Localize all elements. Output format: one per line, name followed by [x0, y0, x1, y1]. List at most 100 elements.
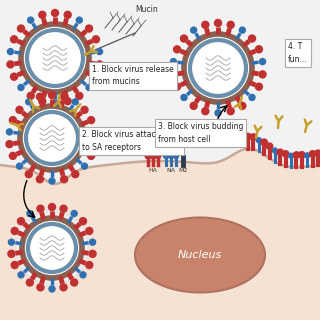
Circle shape: [26, 99, 32, 105]
Circle shape: [8, 239, 14, 245]
Circle shape: [283, 151, 289, 157]
Text: HA: HA: [148, 168, 157, 173]
Circle shape: [86, 84, 92, 91]
Text: M2: M2: [178, 168, 188, 173]
Circle shape: [202, 108, 209, 115]
Circle shape: [170, 71, 177, 78]
Circle shape: [255, 83, 262, 90]
Circle shape: [299, 152, 305, 158]
Circle shape: [80, 272, 86, 278]
Circle shape: [64, 98, 71, 105]
Circle shape: [49, 204, 55, 211]
Circle shape: [214, 20, 221, 27]
Circle shape: [261, 139, 267, 146]
Circle shape: [173, 46, 180, 53]
Circle shape: [36, 176, 44, 183]
Circle shape: [173, 83, 180, 90]
Circle shape: [18, 84, 24, 91]
Circle shape: [277, 149, 284, 156]
Circle shape: [227, 21, 234, 28]
Circle shape: [97, 49, 102, 55]
Circle shape: [37, 284, 44, 291]
Text: NA: NA: [166, 168, 175, 173]
Circle shape: [164, 154, 169, 158]
Circle shape: [9, 152, 16, 159]
Text: Mucin: Mucin: [135, 5, 158, 14]
Circle shape: [60, 176, 68, 183]
Circle shape: [155, 153, 161, 159]
Circle shape: [259, 71, 266, 78]
Circle shape: [289, 153, 293, 158]
Circle shape: [92, 73, 100, 80]
Circle shape: [72, 171, 79, 178]
Circle shape: [169, 154, 173, 158]
Circle shape: [260, 59, 266, 65]
Circle shape: [88, 152, 95, 159]
Circle shape: [82, 163, 87, 169]
Circle shape: [27, 92, 34, 99]
Circle shape: [173, 154, 179, 158]
Circle shape: [6, 140, 13, 148]
Circle shape: [18, 272, 24, 278]
Circle shape: [26, 222, 78, 274]
Text: 4. T
fun…: 4. T fun…: [288, 42, 308, 63]
Circle shape: [11, 36, 18, 43]
Circle shape: [37, 205, 44, 212]
Circle shape: [11, 228, 18, 235]
Circle shape: [72, 99, 78, 105]
Circle shape: [25, 28, 85, 88]
Circle shape: [91, 140, 98, 148]
Circle shape: [272, 148, 277, 153]
Circle shape: [145, 153, 151, 159]
Circle shape: [52, 10, 59, 17]
Text: 3. Block virus budding
from host cell: 3. Block virus budding from host cell: [158, 122, 244, 143]
Circle shape: [202, 21, 209, 28]
Circle shape: [79, 218, 86, 225]
Circle shape: [11, 261, 18, 268]
Circle shape: [88, 116, 95, 124]
Circle shape: [90, 239, 96, 245]
Circle shape: [17, 163, 22, 169]
Circle shape: [60, 93, 68, 100]
Circle shape: [71, 211, 77, 217]
Circle shape: [92, 129, 98, 135]
Circle shape: [39, 98, 46, 105]
Circle shape: [315, 150, 320, 156]
Circle shape: [191, 27, 197, 33]
Circle shape: [28, 17, 34, 23]
Circle shape: [305, 153, 310, 158]
Circle shape: [49, 178, 55, 184]
Circle shape: [9, 116, 16, 124]
Circle shape: [18, 218, 25, 225]
Circle shape: [71, 279, 78, 286]
Circle shape: [266, 143, 273, 149]
Circle shape: [256, 138, 261, 143]
Circle shape: [49, 92, 55, 99]
Circle shape: [76, 17, 82, 23]
Circle shape: [11, 73, 18, 80]
Circle shape: [18, 25, 25, 32]
Text: Nucleus: Nucleus: [178, 250, 222, 260]
Circle shape: [85, 25, 92, 32]
Text: 1. Block virus release
from mucins: 1. Block virus release from mucins: [92, 65, 174, 86]
Circle shape: [181, 94, 187, 100]
Circle shape: [7, 49, 13, 55]
Ellipse shape: [135, 218, 265, 292]
Circle shape: [81, 106, 88, 113]
Circle shape: [293, 152, 300, 158]
Circle shape: [52, 100, 58, 106]
Circle shape: [92, 36, 100, 43]
Circle shape: [24, 110, 80, 166]
Circle shape: [6, 129, 12, 135]
Circle shape: [227, 108, 234, 115]
Text: 2. Block virus attachment
to SA receptors: 2. Block virus attachment to SA receptor…: [82, 130, 180, 151]
Circle shape: [8, 250, 15, 257]
Circle shape: [188, 38, 248, 98]
Circle shape: [245, 133, 251, 140]
Circle shape: [49, 286, 55, 292]
Circle shape: [180, 35, 188, 42]
Circle shape: [25, 171, 32, 178]
Circle shape: [60, 205, 67, 212]
Circle shape: [39, 11, 46, 18]
Circle shape: [249, 94, 255, 100]
